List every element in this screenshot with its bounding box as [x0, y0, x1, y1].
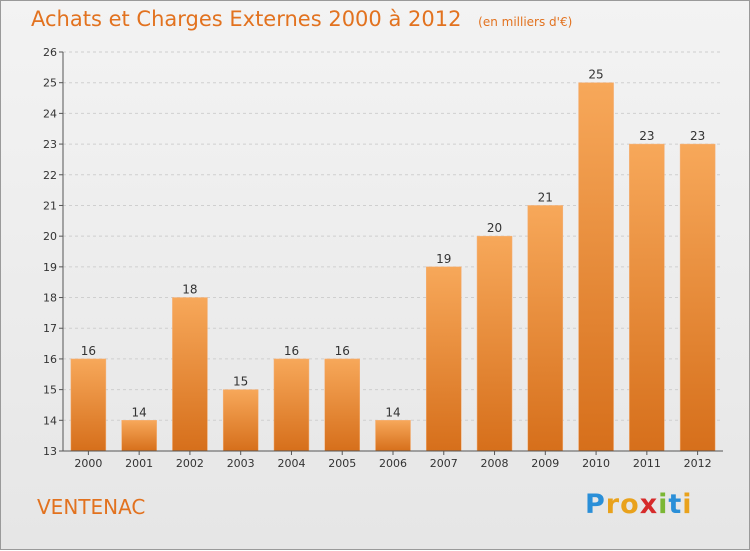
x-tick-label-2001: 2001 — [125, 457, 153, 470]
y-tick-label: 22 — [43, 169, 57, 182]
x-tick-label-2006: 2006 — [379, 457, 407, 470]
proxiti-logo[interactable]: Proxiti — [585, 489, 693, 520]
bar-2012 — [679, 143, 716, 452]
chart-title: Achats et Charges Externes 2000 à 2012 (… — [31, 7, 572, 31]
bar-2005 — [324, 358, 360, 452]
x-tick-label-2010: 2010 — [582, 457, 610, 470]
x-tick-label-2007: 2007 — [430, 457, 458, 470]
x-tick-label-2011: 2011 — [633, 457, 661, 470]
y-tick-label: 26 — [43, 46, 57, 59]
chart-unit: (en milliers d'€) — [478, 15, 573, 29]
data-label-2005: 16 — [335, 344, 350, 358]
bar-2007 — [426, 266, 462, 452]
data-label-2010: 25 — [588, 68, 603, 82]
data-label-2004: 16 — [284, 344, 299, 358]
commune-name: VENTENAC — [37, 495, 146, 519]
y-tick-label: 23 — [43, 138, 57, 151]
data-label-2001: 14 — [132, 405, 147, 419]
data-label-2006: 14 — [385, 405, 400, 419]
bar-2004 — [273, 358, 310, 452]
y-tick-label: 24 — [43, 107, 57, 120]
x-tick-label-2002: 2002 — [176, 457, 204, 470]
data-label-2012: 23 — [690, 129, 705, 143]
x-tick-label-2005: 2005 — [328, 457, 356, 470]
y-tick-label: 13 — [43, 445, 57, 458]
x-tick-label-2008: 2008 — [481, 457, 509, 470]
data-label-2007: 19 — [436, 252, 451, 266]
y-tick-label: 16 — [43, 353, 57, 366]
bar-2009 — [527, 205, 564, 452]
y-tick-label: 14 — [43, 414, 57, 427]
x-tick-label-2004: 2004 — [277, 457, 305, 470]
y-tick-label: 20 — [43, 230, 57, 243]
x-tick-label-2012: 2012 — [684, 457, 712, 470]
bar-2000 — [70, 358, 107, 452]
y-tick-label: 17 — [43, 322, 57, 335]
bar-2006 — [375, 420, 411, 452]
bar-2008 — [476, 235, 513, 452]
bar-2003 — [222, 389, 259, 452]
bar-2010 — [578, 82, 614, 452]
data-label-2003: 15 — [233, 375, 248, 389]
bar-2001 — [121, 420, 157, 452]
y-tick-label: 19 — [43, 261, 57, 274]
data-label-2000: 16 — [81, 344, 96, 358]
x-tick-label-2003: 2003 — [227, 457, 255, 470]
x-tick-label-2000: 2000 — [74, 457, 102, 470]
bar-2002 — [172, 297, 208, 452]
bar-2011 — [629, 143, 665, 452]
data-label-2008: 20 — [487, 221, 502, 235]
y-tick-label: 21 — [43, 199, 57, 212]
chart-title-text: Achats et Charges Externes 2000 à 2012 — [31, 7, 462, 31]
y-tick-label: 18 — [43, 292, 57, 305]
y-tick-label: 15 — [43, 384, 57, 397]
data-label-2011: 23 — [639, 129, 654, 143]
x-tick-label-2009: 2009 — [531, 457, 559, 470]
data-label-2009: 21 — [538, 190, 553, 204]
data-label-2002: 18 — [182, 283, 197, 297]
y-tick-label: 25 — [43, 77, 57, 90]
